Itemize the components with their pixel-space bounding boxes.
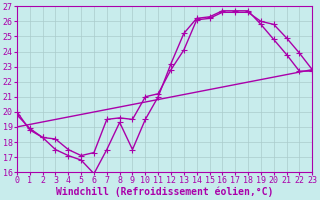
X-axis label: Windchill (Refroidissement éolien,°C): Windchill (Refroidissement éolien,°C) (56, 187, 273, 197)
